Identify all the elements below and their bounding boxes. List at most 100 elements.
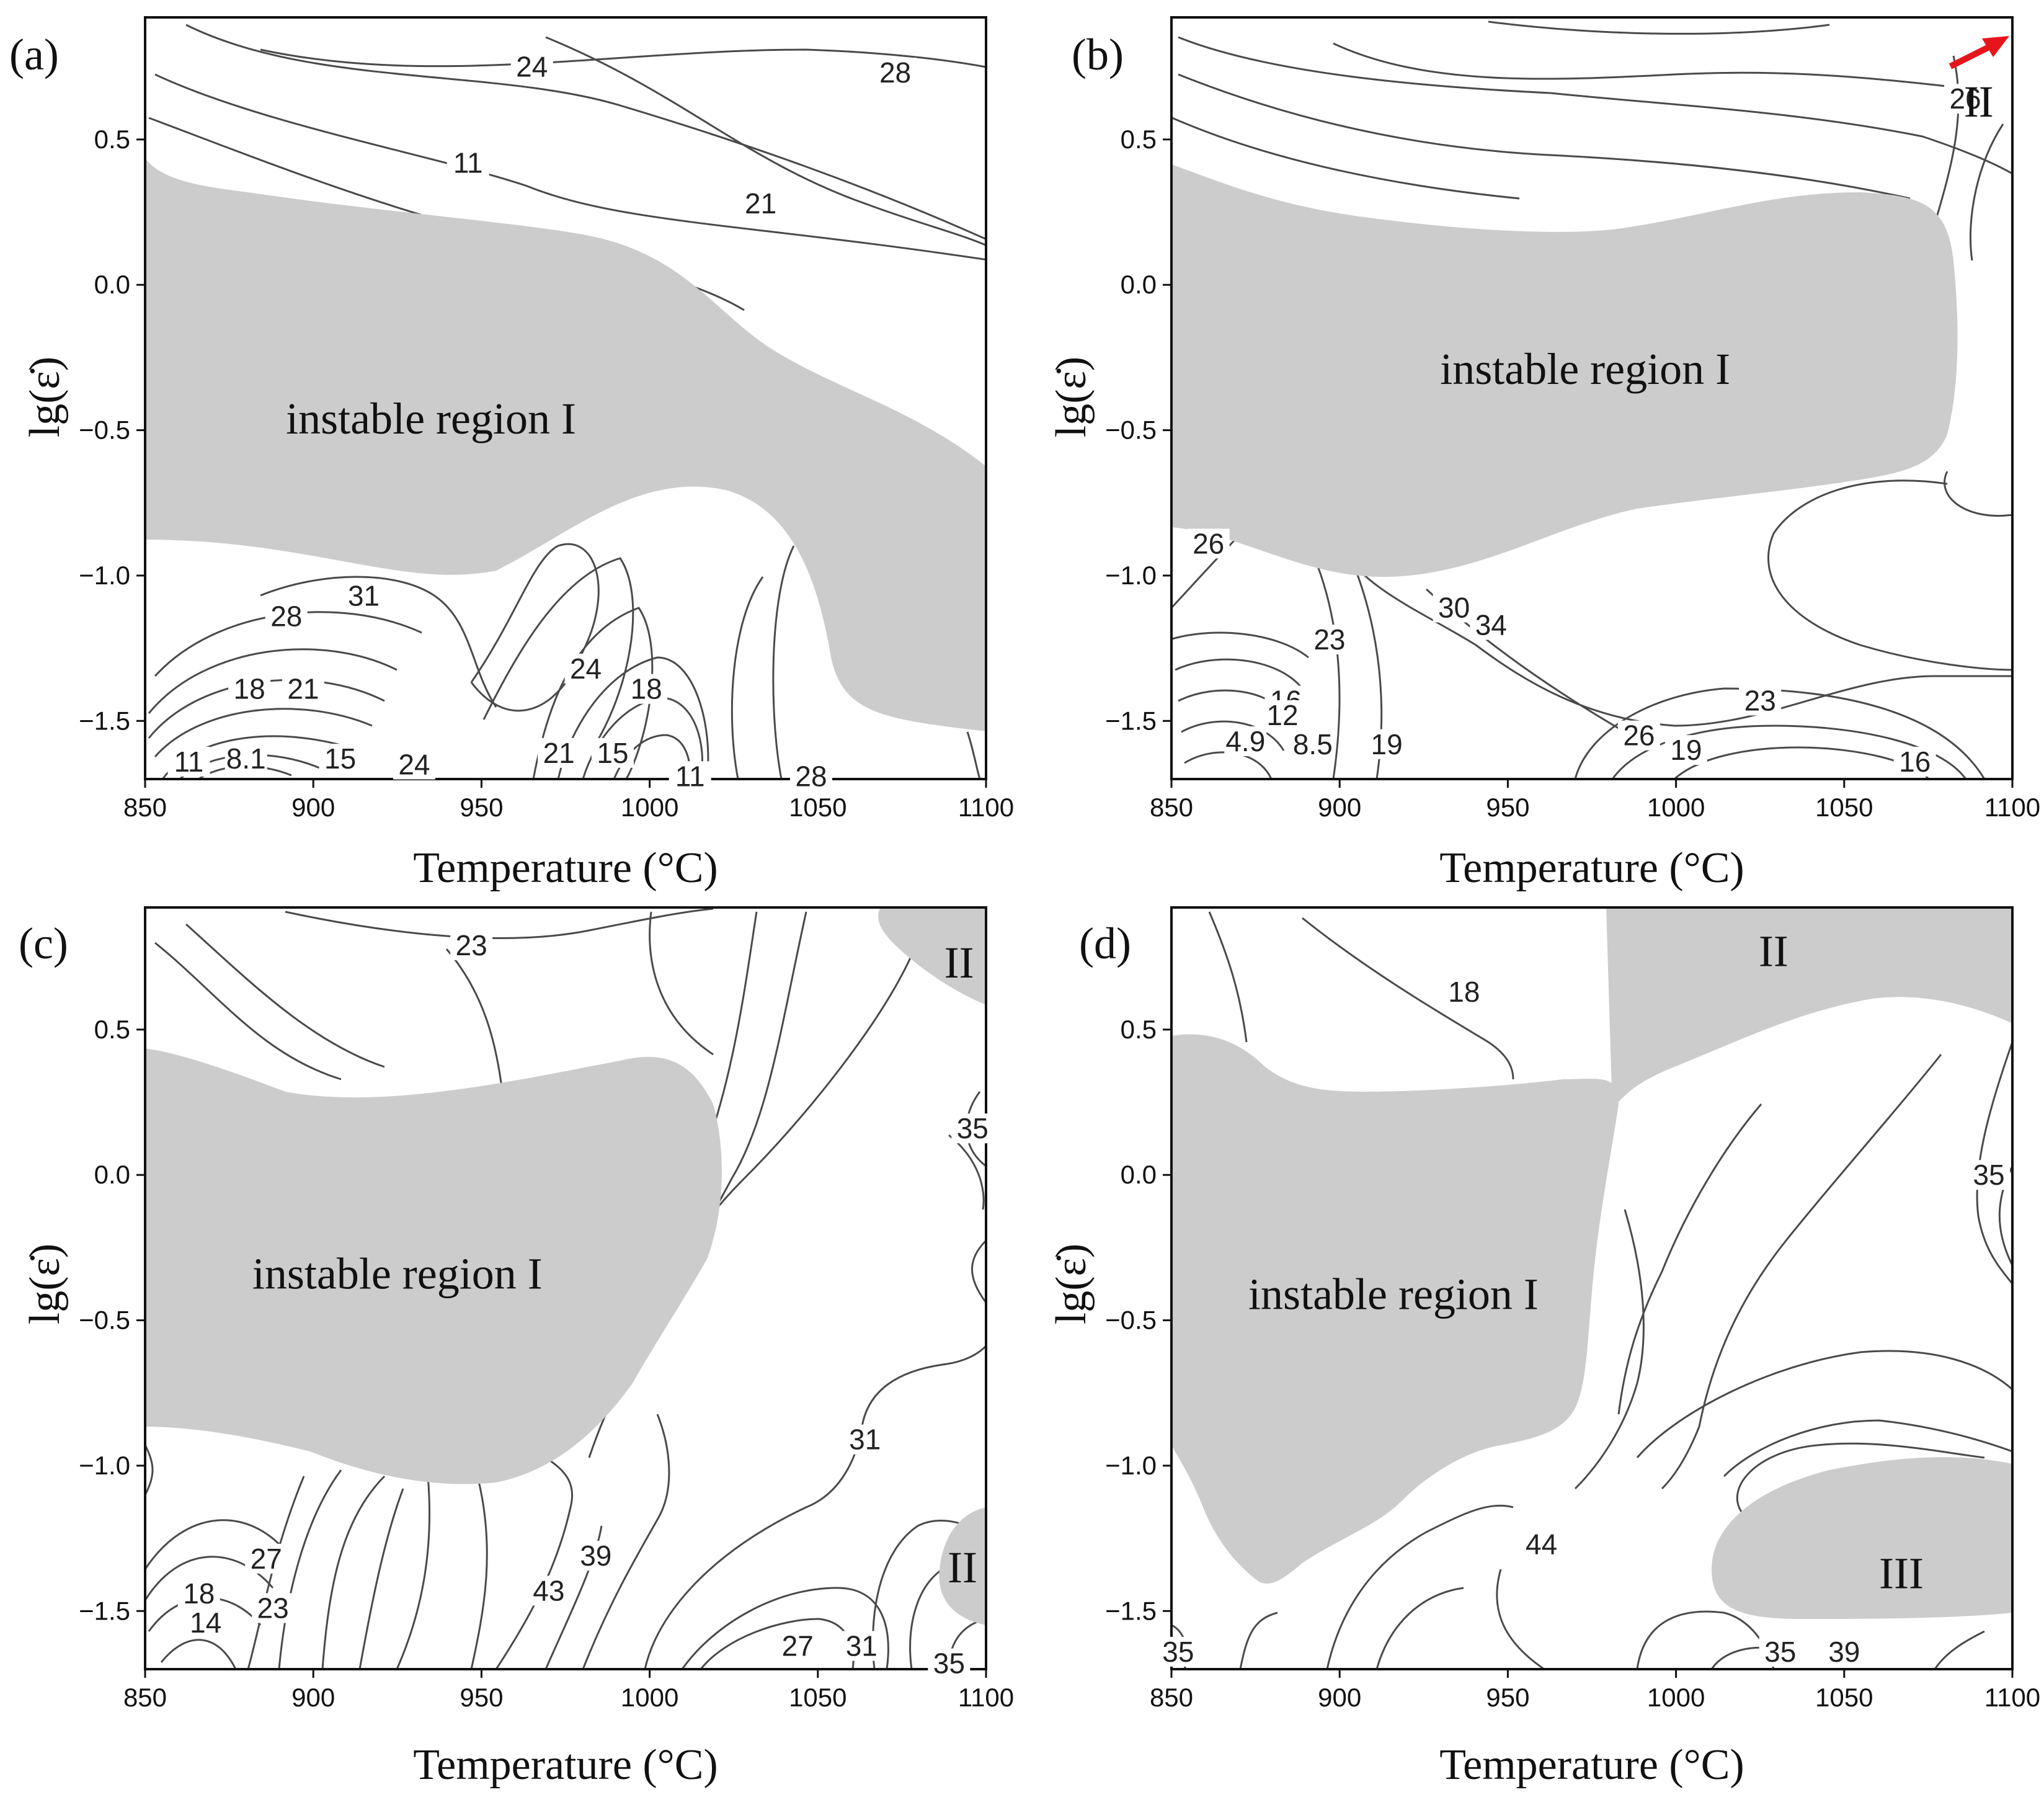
- panel-a-contour-label-bg: [265, 601, 308, 631]
- panel-b-contour-label: 26: [1623, 720, 1655, 752]
- panel-c-contour-label-bg: [840, 1631, 883, 1661]
- panel-b-contour-label: 30: [1438, 591, 1470, 623]
- panel-a-ytick-label: 0.5: [94, 125, 130, 154]
- panel-d-contour-labels: 18 35 44 35 35 39: [1157, 976, 2011, 1668]
- panel-b-arrow: [1948, 36, 2009, 69]
- panel-a-xtick-label: 850: [123, 793, 167, 822]
- panel-d-contour-label-bg: [1442, 976, 1485, 1007]
- panel-d-contour-label-bg: [1520, 1529, 1563, 1559]
- panel-c: 850 900 950 1000 1050 11000.50.0−0.5−1.0−1.5 …: [19, 906, 1014, 1789]
- panel-d-contour-label-bg: [1157, 1636, 1199, 1667]
- panel-d-region-label: III: [1879, 1548, 1924, 1598]
- panel-c-ytick-label: −1.5: [79, 1596, 130, 1625]
- panel-c-label: (c): [19, 919, 68, 968]
- panel-a-plot-area: [145, 24, 986, 779]
- panel-a-contour-label-bg: [591, 738, 634, 768]
- panel-c-contour-label: 23: [456, 929, 487, 961]
- panel-a-contour-label-bg: [282, 674, 324, 704]
- panel-d-frame: [1170, 906, 2014, 1670]
- panel-a-contour-label: 15: [324, 742, 356, 775]
- panel-a-contour-label-bg: [228, 674, 271, 704]
- panel-b-contour-label-bg: [1433, 592, 1475, 623]
- panel-a-contour-label-bg: [739, 188, 782, 218]
- panel-a-contour-label: 28: [270, 600, 302, 633]
- panel-c-contour-label-bg: [574, 1541, 617, 1571]
- panel-b-ytick-label: −1.0: [1105, 561, 1157, 590]
- panel-d-plot-area: [1171, 907, 2012, 1669]
- panel-a-ylabel: lg(ε̇): [21, 357, 69, 437]
- panel-a-contour-label: 11: [675, 760, 705, 792]
- panel-a-contour-label: 24: [570, 653, 602, 685]
- panel-b-contour-label-bg: [1224, 726, 1267, 757]
- panel-c-frame: [144, 906, 987, 1670]
- panel-a-contour-labels: 24 28 11 21 31 28 24 18 18 21 11 8.1 15 24 21 15 11 28: [167, 51, 917, 792]
- panel-d-xtick-label: 850: [1150, 1683, 1193, 1712]
- panel-d-ytick-label: 0.5: [1121, 1015, 1157, 1044]
- panel-d-label: (d): [1079, 919, 1131, 968]
- panel-a-contour-label-bg: [447, 148, 489, 178]
- panel-b-contour-label-bg: [1617, 720, 1660, 751]
- panel-d-region-ii: [1606, 907, 2012, 1110]
- panel-c-contour-label: 31: [846, 1630, 878, 1662]
- panel-b-contour-label: 23: [1744, 684, 1776, 716]
- panel-c-contour-label-bg: [951, 1113, 994, 1144]
- panel-c-contour-label: 27: [782, 1630, 814, 1662]
- panel-a-contour-label-bg: [669, 761, 711, 791]
- panel-a-contour-label-bg: [789, 761, 832, 791]
- panel-c-instable-region-i: [145, 1048, 722, 1484]
- panel-c-region-label: instable region I: [252, 1249, 543, 1299]
- panel-b-frame: [1170, 16, 2014, 780]
- panel-a-xtick-label: 1000: [621, 793, 678, 822]
- panel-b-xtick-label: 950: [1486, 793, 1529, 822]
- panel-d-contour-label: 35: [1162, 1636, 1194, 1668]
- panel-d-ytick-label: −1.0: [1105, 1451, 1157, 1480]
- panel-a-ytick-label: −0.5: [79, 416, 130, 445]
- panel-a-contour-label-bg: [393, 749, 435, 780]
- panel-c-contour-label: 35: [957, 1112, 989, 1144]
- panel-b-contour-label-bg: [1664, 735, 1707, 765]
- panel-d-ytick-label: −0.5: [1105, 1306, 1157, 1335]
- panel-b-contour-label: 4.9: [1225, 725, 1265, 757]
- panel-b-label: (b): [1072, 30, 1124, 79]
- panel-b-contour-label: 12: [1266, 699, 1298, 731]
- panel-a-xlabel: Temperature (°C): [413, 844, 718, 892]
- panel-a-contour-label-bg: [538, 738, 580, 768]
- panel-a-contour-label: 11: [453, 146, 483, 179]
- panel-a-contour-label: 24: [516, 51, 548, 83]
- panel-b-contour-label: 16: [1899, 746, 1931, 778]
- panel-b-contour-label-bg: [1739, 685, 1782, 716]
- panel-c-ylabel: lg(ε̇): [21, 1244, 69, 1324]
- panel-a-xtick-label: 1100: [958, 793, 1014, 822]
- panel-c-contour-label: 14: [190, 1607, 221, 1639]
- panel-c-contour-label: 18: [183, 1577, 215, 1610]
- panel-b-xtick-label: 1050: [1815, 793, 1873, 822]
- panel-d-region-iii: [1712, 1457, 2012, 1619]
- panel-c-contour-label-bg: [843, 1424, 886, 1455]
- panel-b-contour-label-bg: [1187, 528, 1230, 559]
- panel-b-contour-label-bg: [1893, 746, 1936, 777]
- panel-a-contour-label-bg: [625, 674, 668, 704]
- panel-c-contour-label-bg: [252, 1593, 295, 1623]
- panel-c-region-labels: instable region I II II: [252, 938, 977, 1592]
- panel-a-xtick-label: 950: [460, 793, 503, 822]
- panel-c-xtick-label: 1050: [789, 1683, 846, 1712]
- panel-c-ytick-label: −1.0: [79, 1451, 130, 1480]
- panel-d-ytick-label: 0.0: [1121, 1160, 1157, 1189]
- panel-c-ytick-label: −0.5: [79, 1306, 130, 1335]
- panel-c-xtick-label: 850: [123, 1683, 167, 1712]
- panel-d-ylabel: lg(ε̇): [1047, 1244, 1095, 1324]
- panel-d-contour-label: 44: [1526, 1528, 1557, 1560]
- panel-a-contour-label: 18: [631, 673, 662, 705]
- panel-b-contour-label: 19: [1371, 728, 1403, 760]
- panel-a-contour-label: 24: [398, 749, 430, 781]
- panel-d-xtick-label: 1100: [1984, 1683, 2040, 1712]
- panel-a-ytick-label: 0.0: [94, 270, 130, 299]
- panel-b-region-label: instable region I: [1440, 344, 1730, 394]
- panel-b-xtick-label: 1100: [1984, 793, 2040, 822]
- panel-c-xtick-label: 950: [460, 1683, 503, 1712]
- panel-b: 850 900 950 1000 1050 11000.50.0−0.5−1.0−1.5 …: [1047, 16, 2040, 892]
- panel-c-contour-label-bg: [776, 1631, 819, 1661]
- panel-b-ticks: 850 900 950 1000 1050 1100 0.5 0.0 −0.5 −1.0 −1.5: [1105, 125, 2040, 822]
